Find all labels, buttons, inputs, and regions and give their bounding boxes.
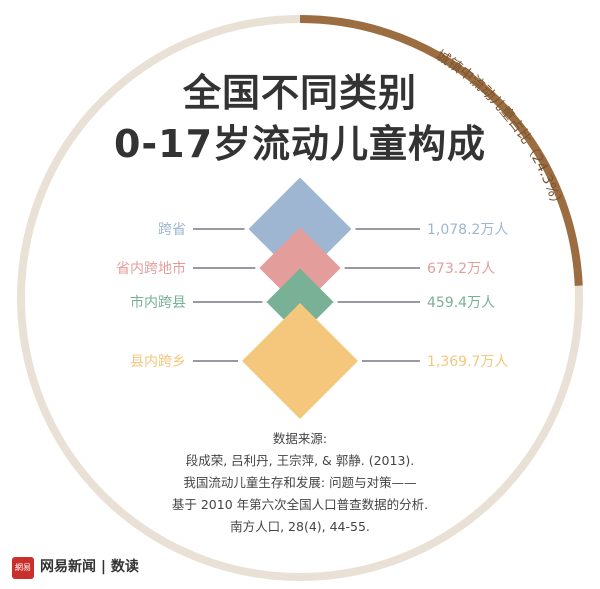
diamond-mark	[242, 303, 358, 419]
diamond-mark	[266, 268, 334, 336]
source-line: 数据来源:	[272, 431, 328, 446]
value-label: 1,369.7万人	[427, 354, 508, 370]
source-line: 段成荣, 吕利丹, 王宗萍, & 郭静. (2013).	[185, 453, 415, 468]
title-line-1: 全国不同类别	[182, 71, 417, 115]
netease-logo-icon: 網易	[12, 557, 34, 579]
source-line: 南方人口, 28(4), 44-55.	[230, 519, 370, 534]
title-line-2: 0-17岁流动儿童构成	[113, 122, 487, 166]
category-label: 跨省	[158, 222, 186, 238]
value-label: 1,078.2万人	[427, 222, 508, 238]
category-label: 省内跨地市	[116, 260, 186, 277]
diamond-mark	[259, 227, 341, 309]
value-label: 459.4万人	[427, 295, 495, 311]
category-label: 县内跨乡	[130, 354, 186, 370]
logo-mark: 網易	[15, 563, 31, 572]
source-note: 数据来源: 段成荣, 吕利丹, 王宗萍, & 郭静. (2013). 我国流动儿…	[100, 428, 500, 538]
category-label: 市内跨县	[130, 294, 186, 311]
value-label: 673.2万人	[427, 261, 495, 277]
ring-share-arc	[299, 15, 583, 286]
source-line: 我国流动儿童生存和发展: 问题与对策——	[183, 475, 417, 490]
source-line: 基于 2010 年第六次全国人口普查数据的分析.	[171, 497, 429, 512]
brand-name: 网易新闻 | 数读	[40, 559, 139, 575]
